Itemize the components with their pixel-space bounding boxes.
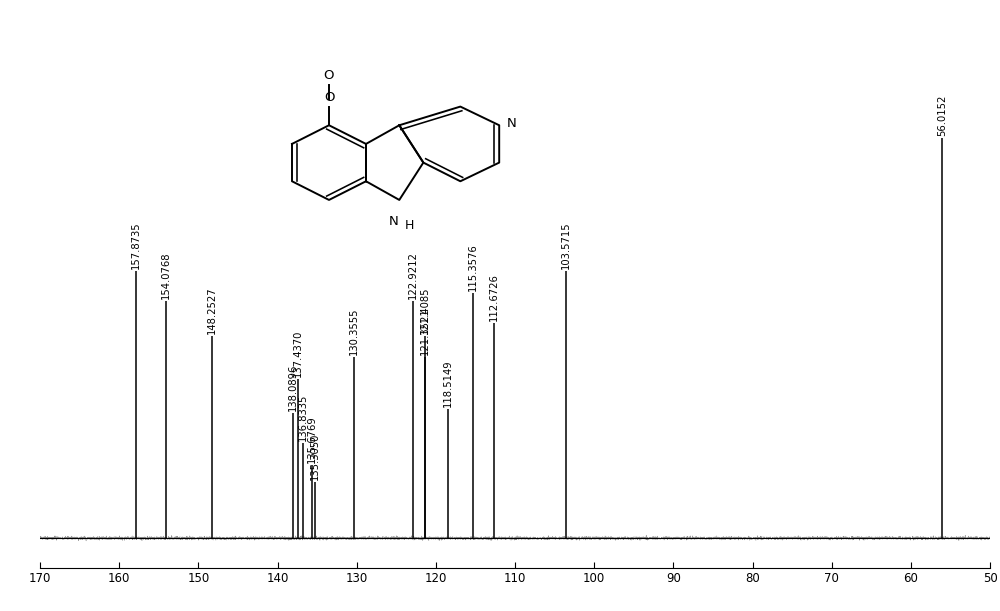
Text: 121.4085: 121.4085 [420, 286, 430, 334]
Text: N: N [389, 215, 399, 228]
Text: 137.4370: 137.4370 [293, 329, 303, 377]
Text: O: O [324, 69, 334, 82]
Text: 121.3521: 121.3521 [420, 307, 430, 355]
Text: 130.3555: 130.3555 [349, 308, 359, 355]
Text: 112.6726: 112.6726 [489, 273, 499, 321]
Text: 135.6769: 135.6769 [307, 415, 317, 463]
Text: 157.8735: 157.8735 [131, 222, 141, 269]
Text: 136.8335: 136.8335 [298, 394, 308, 441]
Text: 135.3050: 135.3050 [310, 433, 320, 480]
Text: H: H [405, 219, 414, 232]
Text: 138.0896: 138.0896 [288, 364, 298, 411]
Text: 56.0152: 56.0152 [937, 94, 947, 136]
Text: 122.9212: 122.9212 [408, 251, 418, 299]
Text: 154.0768: 154.0768 [161, 252, 171, 299]
Text: O: O [324, 91, 335, 104]
Text: 118.5149: 118.5149 [443, 359, 453, 407]
Text: N: N [507, 117, 516, 130]
Text: 115.3576: 115.3576 [468, 243, 478, 291]
Text: 103.5715: 103.5715 [561, 222, 571, 269]
Text: 148.2527: 148.2527 [207, 286, 217, 334]
